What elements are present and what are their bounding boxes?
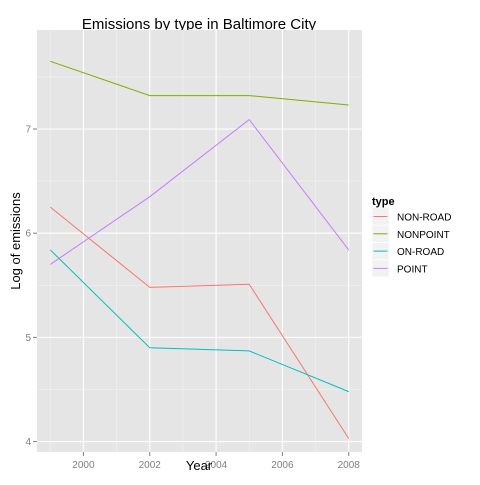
y-tick-label: 4 [25, 437, 31, 448]
legend-item-point: POINT [371, 259, 428, 278]
series-line-non-road [49, 206, 350, 439]
legend-title: type [372, 196, 395, 208]
x-axis-label: Year [186, 458, 213, 473]
x-tick-label: 2002 [139, 460, 162, 471]
series-line-on-road [49, 249, 349, 393]
series-line-point [50, 118, 350, 265]
series-line-nonpoint [50, 60, 349, 106]
legend: type NON-ROAD NONPOINT ON-ROAD POINT [371, 196, 451, 278]
legend-label: POINT [397, 264, 428, 275]
y-axis-label: Log of emissions [8, 192, 23, 290]
legend-label: NONPOINT [397, 230, 450, 241]
y-tick-label: 7 [25, 124, 31, 135]
legend-item-nonpoint: NONPOINT [371, 225, 450, 243]
series-lines [49, 60, 350, 439]
plot-panel [37, 30, 362, 452]
x-tick-label: 2008 [338, 460, 361, 471]
legend-label: ON-ROAD [397, 247, 444, 258]
axis-ticks: 2000 2002 2004 2006 2008 4 5 6 7 [25, 124, 360, 471]
grid-lines [37, 30, 362, 452]
y-tick-label: 5 [25, 333, 31, 344]
legend-label: NON-ROAD [397, 213, 451, 224]
y-tick-label: 6 [25, 229, 31, 240]
x-tick-label: 2000 [72, 460, 95, 471]
x-tick-label: 2006 [271, 460, 294, 471]
chart-title: Emissions by type in Baltimore City [82, 16, 317, 33]
legend-item-non-road: NON-ROAD [371, 207, 451, 226]
x-tick-label: 2004 [205, 460, 228, 471]
legend-item-on-road: ON-ROAD [371, 242, 444, 260]
